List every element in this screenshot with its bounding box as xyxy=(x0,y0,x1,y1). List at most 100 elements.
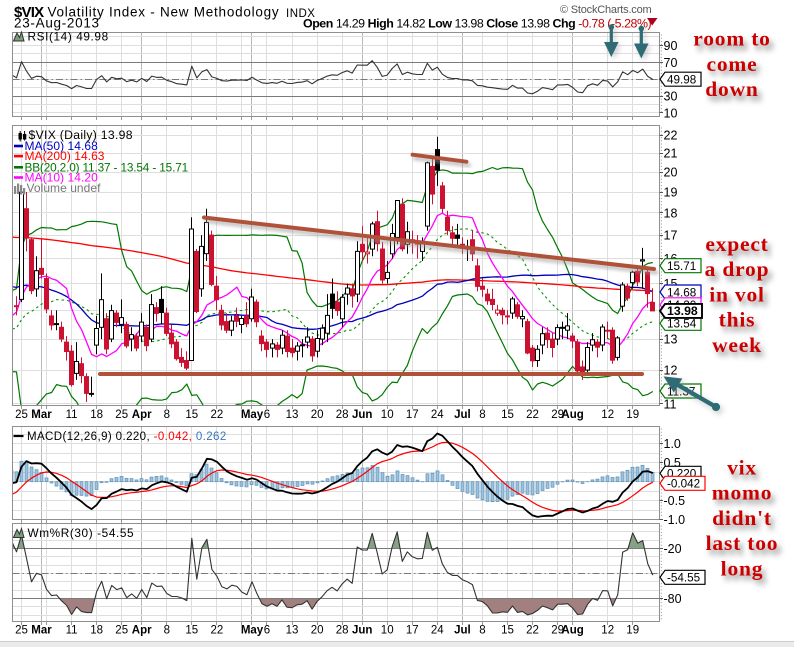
svg-text:25: 25 xyxy=(115,409,128,421)
svg-text:vix: vix xyxy=(731,460,761,484)
svg-text:24: 24 xyxy=(431,409,444,421)
svg-text:in vol: in vol xyxy=(709,282,765,306)
svg-text:down: down xyxy=(709,82,762,106)
svg-text:13: 13 xyxy=(286,409,299,421)
svg-text:this: this xyxy=(719,308,756,332)
svg-text:in vol: in vol xyxy=(713,287,769,311)
svg-text:10: 10 xyxy=(664,107,678,121)
svg-text:24: 24 xyxy=(431,625,444,637)
svg-text:13: 13 xyxy=(286,625,299,637)
svg-text:room to: room to xyxy=(693,27,770,51)
svg-text:Open 14.29 High 14.82 Low 13.9: Open 14.29 High 14.82 Low 13.98 Close 13… xyxy=(303,16,652,30)
svg-text:25: 25 xyxy=(15,409,28,421)
svg-text:22: 22 xyxy=(664,129,678,143)
svg-text:8: 8 xyxy=(164,625,170,637)
svg-text:Jun: Jun xyxy=(352,625,372,637)
svg-text:11: 11 xyxy=(66,625,78,637)
svg-text:long: long xyxy=(721,556,764,580)
svg-text:didn't: didn't xyxy=(712,506,772,530)
svg-text:18: 18 xyxy=(664,207,678,221)
svg-text:17: 17 xyxy=(406,625,419,637)
svg-text:13: 13 xyxy=(664,333,678,347)
svg-text:Apr: Apr xyxy=(132,409,152,421)
svg-text:this: this xyxy=(722,312,759,336)
svg-text:28: 28 xyxy=(336,409,349,421)
svg-text:-0.5: -0.5 xyxy=(664,494,686,508)
svg-text:90: 90 xyxy=(664,39,678,53)
svg-text:May: May xyxy=(241,625,264,637)
svg-text:10: 10 xyxy=(381,625,394,637)
svg-text:6: 6 xyxy=(264,409,270,421)
svg-text:Jun: Jun xyxy=(352,409,372,421)
svg-text:49.98: 49.98 xyxy=(667,74,696,87)
svg-text:expect: expect xyxy=(705,232,768,256)
svg-text:Jul: Jul xyxy=(454,625,471,637)
svg-text:last too: last too xyxy=(706,531,779,555)
svg-text:May: May xyxy=(241,409,264,421)
svg-text:Volatility Index - New Methodo: Volatility Index - New Methodology xyxy=(48,5,280,20)
svg-text:-80: -80 xyxy=(664,592,682,606)
svg-text:15: 15 xyxy=(185,409,198,421)
svg-text:long: long xyxy=(724,561,767,585)
svg-text:-1.0: -1.0 xyxy=(664,513,686,527)
svg-text:8: 8 xyxy=(164,409,170,421)
svg-text:15: 15 xyxy=(185,625,198,637)
svg-text:BB(20,2.0) 11.37 - 13.54 - 15.: BB(20,2.0) 11.37 - 13.54 - 15.71 xyxy=(25,160,189,174)
svg-text:didn't: didn't xyxy=(716,511,776,535)
svg-text:19: 19 xyxy=(626,409,639,421)
svg-text:22: 22 xyxy=(211,625,224,637)
svg-text:momo: momo xyxy=(715,486,776,510)
svg-text:Wm%R(30) -54.55: Wm%R(30) -54.55 xyxy=(28,526,135,540)
svg-text:-0.042: -0.042 xyxy=(667,478,700,491)
svg-text:Volume undef: Volume undef xyxy=(27,181,102,195)
svg-text:Apr: Apr xyxy=(132,625,152,637)
svg-text:MA(50) 14.68: MA(50) 14.68 xyxy=(25,139,99,153)
svg-text:down: down xyxy=(705,77,758,101)
svg-text:$VIX (Daily) 13.98: $VIX (Daily) 13.98 xyxy=(29,128,133,142)
svg-text:MACD(12,26,9) 0.220, -0.042, 0: MACD(12,26,9) 0.220, -0.042, 0.262 xyxy=(27,431,227,443)
svg-text:15: 15 xyxy=(501,625,514,637)
svg-text:29: 29 xyxy=(551,409,564,421)
svg-text:12: 12 xyxy=(664,364,678,378)
svg-text:14.68: 14.68 xyxy=(667,286,696,299)
svg-text:MA(10) 14.20: MA(10) 14.20 xyxy=(25,171,99,185)
svg-text:22: 22 xyxy=(526,625,539,637)
svg-text:come: come xyxy=(710,57,761,81)
svg-text:12: 12 xyxy=(601,409,614,421)
svg-text:20: 20 xyxy=(664,166,678,180)
svg-text:Mar: Mar xyxy=(31,409,52,421)
svg-text:1.0: 1.0 xyxy=(664,437,681,451)
svg-text:30: 30 xyxy=(664,90,678,104)
svg-text:week: week xyxy=(716,338,766,362)
svg-text:19: 19 xyxy=(664,186,678,200)
svg-text:INDX: INDX xyxy=(286,8,315,20)
svg-text:15.71: 15.71 xyxy=(667,260,696,273)
svg-text:$VIX: $VIX xyxy=(14,4,44,21)
svg-text:22: 22 xyxy=(526,409,539,421)
svg-text:21: 21 xyxy=(664,147,678,161)
svg-text:expect: expect xyxy=(709,237,772,261)
svg-text:RSI(14) 49.98: RSI(14) 49.98 xyxy=(28,30,109,44)
svg-text:-54.55: -54.55 xyxy=(667,572,701,585)
svg-text:last too: last too xyxy=(709,536,782,560)
svg-text:a drop: a drop xyxy=(705,257,770,281)
svg-text:13.54: 13.54 xyxy=(667,318,697,331)
svg-text:15: 15 xyxy=(501,409,514,421)
svg-text:8: 8 xyxy=(479,625,485,637)
svg-text:25: 25 xyxy=(115,625,128,637)
svg-text:17: 17 xyxy=(406,409,419,421)
svg-text:13.98: 13.98 xyxy=(667,304,698,318)
svg-text:28: 28 xyxy=(336,625,349,637)
svg-text:room to: room to xyxy=(697,31,774,55)
svg-text:MA(200) 14.63: MA(200) 14.63 xyxy=(25,149,105,163)
svg-text:23-Aug-2013: 23-Aug-2013 xyxy=(14,16,100,31)
svg-text:vix: vix xyxy=(727,456,757,480)
svg-text:12: 12 xyxy=(601,625,614,637)
svg-text:70: 70 xyxy=(664,56,678,70)
svg-text:20: 20 xyxy=(311,409,324,421)
svg-text:Aug: Aug xyxy=(561,409,583,421)
svg-text:19: 19 xyxy=(626,625,639,637)
svg-text:11: 11 xyxy=(66,409,78,421)
svg-text:Jul: Jul xyxy=(454,409,471,421)
svg-text:week: week xyxy=(712,333,762,357)
